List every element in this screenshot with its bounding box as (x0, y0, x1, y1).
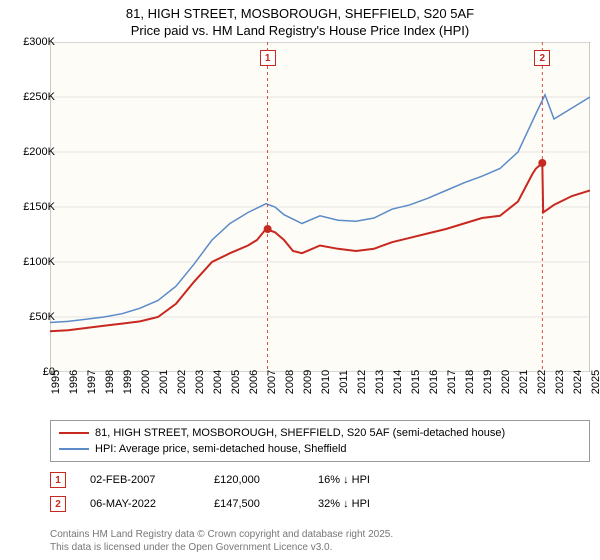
annotation-row: 2 06-MAY-2022 £147,500 32% ↓ HPI (50, 492, 590, 516)
x-tick-label: 2007 (266, 370, 278, 394)
x-tick-label: 2002 (176, 370, 188, 394)
y-tick-label: £300K (23, 36, 55, 48)
x-tick-label: 2024 (572, 370, 584, 394)
x-tick-label: 2015 (410, 370, 422, 394)
annotation-delta: 32% ↓ HPI (318, 498, 418, 510)
annotation-price: £147,500 (214, 498, 294, 510)
x-tick-label: 2006 (248, 370, 260, 394)
x-tick-label: 1996 (68, 370, 80, 394)
x-tick-label: 1999 (122, 370, 134, 394)
x-tick-label: 2025 (590, 370, 600, 394)
x-tick-label: 1997 (86, 370, 98, 394)
x-tick-label: 2016 (428, 370, 440, 394)
x-tick-label: 2001 (158, 370, 170, 394)
x-tick-label: 2000 (140, 370, 152, 394)
y-tick-label: £200K (23, 146, 55, 158)
x-tick-label: 1995 (50, 370, 62, 394)
legend-text: 81, HIGH STREET, MOSBOROUGH, SHEFFIELD, … (95, 427, 505, 439)
legend-row: HPI: Average price, semi-detached house,… (59, 441, 581, 457)
x-tick-label: 2020 (500, 370, 512, 394)
x-tick-label: 2019 (482, 370, 494, 394)
sale-marker-label: 1 (260, 50, 276, 66)
y-tick-label: £100K (23, 256, 55, 268)
y-tick-label: £250K (23, 91, 55, 103)
annotation-delta: 16% ↓ HPI (318, 474, 418, 486)
x-tick-label: 2012 (356, 370, 368, 394)
y-tick-label: £50K (29, 311, 55, 323)
x-tick-label: 2017 (446, 370, 458, 394)
legend-text: HPI: Average price, semi-detached house,… (95, 443, 347, 455)
x-tick-label: 2018 (464, 370, 476, 394)
x-tick-label: 2003 (194, 370, 206, 394)
x-tick-label: 2021 (518, 370, 530, 394)
chart-title-line1: 81, HIGH STREET, MOSBOROUGH, SHEFFIELD, … (0, 6, 600, 23)
legend-swatch (59, 448, 89, 450)
legend-row: 81, HIGH STREET, MOSBOROUGH, SHEFFIELD, … (59, 425, 581, 441)
x-tick-label: 2011 (338, 370, 350, 394)
annotation-marker: 1 (50, 472, 66, 488)
sale-annotations: 1 02-FEB-2007 £120,000 16% ↓ HPI 2 06-MA… (50, 468, 590, 516)
x-tick-label: 2023 (554, 370, 566, 394)
x-tick-label: 2014 (392, 370, 404, 394)
legend-swatch (59, 432, 89, 434)
annotation-price: £120,000 (214, 474, 294, 486)
x-tick-label: 2009 (302, 370, 314, 394)
x-tick-label: 2013 (374, 370, 386, 394)
x-tick-label: 2022 (536, 370, 548, 394)
footer-line2: This data is licensed under the Open Gov… (50, 541, 590, 554)
x-tick-label: 1998 (104, 370, 116, 394)
footer-line1: Contains HM Land Registry data © Crown c… (50, 528, 590, 541)
x-tick-label: 2005 (230, 370, 242, 394)
annotation-date: 06-MAY-2022 (90, 498, 190, 510)
chart-svg (50, 42, 590, 372)
chart-plot-area (50, 42, 590, 372)
x-tick-label: 2010 (320, 370, 332, 394)
annotation-date: 02-FEB-2007 (90, 474, 190, 486)
x-tick-label: 2004 (212, 370, 224, 394)
annotation-row: 1 02-FEB-2007 £120,000 16% ↓ HPI (50, 468, 590, 492)
x-tick-label: 2008 (284, 370, 296, 394)
footer: Contains HM Land Registry data © Crown c… (50, 528, 590, 554)
chart-title-line2: Price paid vs. HM Land Registry's House … (0, 23, 600, 40)
annotation-marker: 2 (50, 496, 66, 512)
y-tick-label: £150K (23, 201, 55, 213)
sale-marker-label: 2 (534, 50, 550, 66)
chart-title: 81, HIGH STREET, MOSBOROUGH, SHEFFIELD, … (0, 0, 600, 40)
legend: 81, HIGH STREET, MOSBOROUGH, SHEFFIELD, … (50, 420, 590, 462)
